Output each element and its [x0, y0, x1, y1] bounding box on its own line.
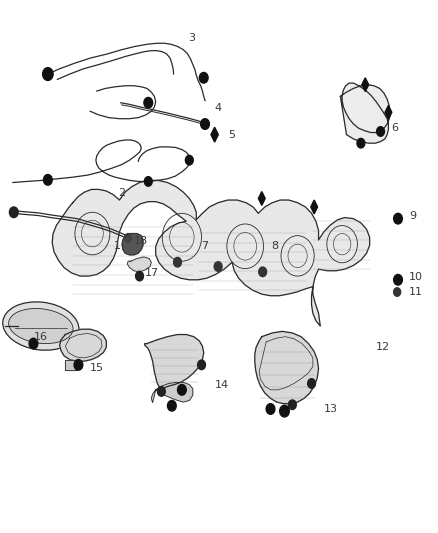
Circle shape [136, 271, 144, 281]
Circle shape [199, 72, 208, 83]
Polygon shape [340, 83, 390, 143]
Ellipse shape [3, 302, 79, 350]
Polygon shape [362, 78, 369, 92]
Polygon shape [127, 257, 151, 272]
Text: 3: 3 [188, 33, 195, 43]
Text: 10: 10 [409, 272, 423, 282]
Circle shape [357, 139, 365, 148]
Text: 4: 4 [215, 103, 222, 113]
Text: 6: 6 [392, 123, 399, 133]
Polygon shape [255, 332, 318, 403]
Polygon shape [65, 360, 77, 370]
Circle shape [288, 400, 296, 409]
Circle shape [144, 98, 152, 108]
Text: 9: 9 [409, 211, 416, 221]
Circle shape [43, 174, 52, 185]
Circle shape [125, 233, 132, 242]
Circle shape [157, 386, 165, 396]
Polygon shape [145, 335, 204, 387]
Circle shape [10, 207, 18, 217]
Circle shape [214, 262, 222, 271]
Circle shape [173, 257, 181, 267]
Polygon shape [52, 180, 370, 326]
Circle shape [201, 119, 209, 130]
Circle shape [394, 288, 401, 296]
Polygon shape [385, 106, 392, 119]
Text: 2: 2 [119, 188, 126, 198]
Text: 7: 7 [201, 241, 208, 251]
Circle shape [280, 405, 289, 417]
Circle shape [394, 274, 403, 285]
Polygon shape [258, 191, 265, 205]
Text: 1: 1 [114, 241, 121, 251]
Circle shape [145, 176, 152, 186]
Circle shape [266, 403, 275, 414]
Circle shape [74, 360, 83, 370]
Text: 8: 8 [272, 241, 279, 251]
Polygon shape [60, 329, 106, 361]
Circle shape [29, 338, 38, 349]
Text: 18: 18 [134, 236, 148, 246]
Circle shape [394, 213, 403, 224]
Circle shape [185, 156, 193, 165]
Circle shape [259, 267, 267, 277]
Circle shape [377, 127, 385, 136]
Text: 5: 5 [228, 130, 235, 140]
Text: 16: 16 [33, 332, 47, 342]
Text: 15: 15 [90, 362, 104, 373]
Circle shape [167, 400, 176, 411]
Polygon shape [151, 382, 193, 402]
Polygon shape [122, 233, 143, 255]
Text: 11: 11 [409, 287, 423, 297]
Circle shape [177, 384, 186, 395]
Circle shape [307, 378, 315, 388]
Text: 13: 13 [324, 404, 338, 414]
Text: 14: 14 [215, 379, 229, 390]
Text: 17: 17 [145, 268, 159, 278]
Polygon shape [211, 127, 218, 142]
Text: 12: 12 [376, 342, 390, 352]
Polygon shape [311, 200, 318, 214]
Ellipse shape [9, 309, 73, 344]
Circle shape [198, 360, 205, 369]
Circle shape [42, 68, 53, 80]
